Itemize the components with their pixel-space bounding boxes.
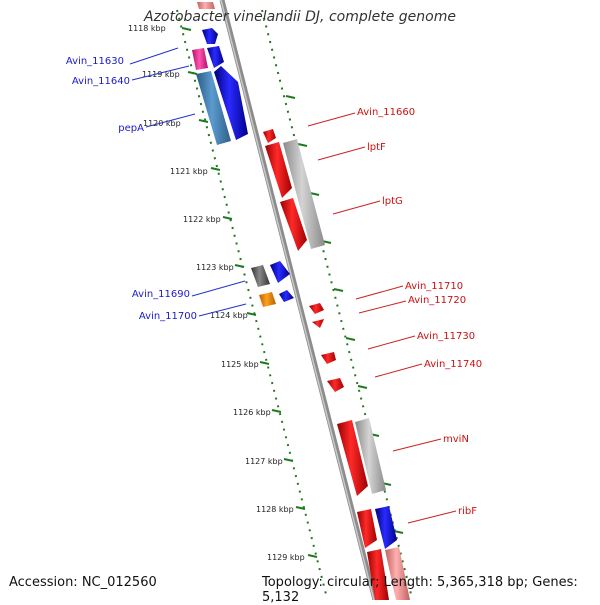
gene-feature[interactable]: [280, 198, 307, 251]
forward-gene-labels: Avin_11630 Avin_11640 pepA Avin_11690 Av…: [66, 56, 197, 322]
gene-feature[interactable]: [357, 509, 377, 548]
gene-label[interactable]: pepA: [118, 123, 144, 134]
kbp-label: 1126 kbp: [233, 408, 271, 417]
map-title: Azotobacter vinelandii DJ, complete geno…: [144, 9, 456, 25]
gene-feature[interactable]: [337, 420, 368, 496]
gene-label[interactable]: Avin_11640: [72, 76, 130, 87]
gene-feature[interactable]: [265, 142, 292, 198]
ruler-line-right: [261, 9, 413, 599]
kbp-label: 1125 kbp: [221, 360, 259, 369]
kbp-label: 1121 kbp: [170, 167, 208, 176]
gene-feature[interactable]: [279, 290, 294, 302]
reverse-gene-labels: Avin_11660 lptF lptG Avin_11710 Avin_117…: [357, 107, 482, 517]
topology-text: Topology: circular; Length: 5,365,318 bp…: [262, 575, 578, 605]
reverse-strand-genes: [263, 129, 386, 496]
accession-text: Accession: NC_012560: [9, 575, 157, 590]
gene-feature[interactable]: [202, 28, 218, 44]
gene-feature[interactable]: [192, 48, 208, 70]
gene-label[interactable]: Avin_11740: [424, 359, 482, 370]
gene-label[interactable]: ribF: [458, 506, 477, 517]
gene-feature[interactable]: [327, 378, 344, 392]
genome-backbone: [219, 0, 378, 600]
ruler-line-left: [176, 9, 328, 599]
gene-label[interactable]: lptG: [382, 196, 403, 207]
kbp-label: 1119 kbp: [142, 70, 180, 79]
gene-feature[interactable]: [385, 547, 410, 600]
gene-feature[interactable]: [214, 66, 248, 140]
gene-label[interactable]: Avin_11710: [405, 281, 463, 292]
gene-label[interactable]: Avin_11660: [357, 107, 415, 118]
kbp-label: 1118 kbp: [128, 24, 166, 33]
gene-feature[interactable]: [263, 129, 276, 143]
gene-feature[interactable]: [312, 319, 324, 328]
gene-label[interactable]: Avin_11690: [132, 289, 190, 300]
gene-feature[interactable]: [309, 303, 324, 314]
gene-feature[interactable]: [367, 549, 389, 600]
gene-label[interactable]: Avin_11730: [417, 331, 475, 342]
kbp-label: 1123 kbp: [196, 263, 234, 272]
gene-label[interactable]: Avin_11630: [66, 56, 124, 67]
gene-feature[interactable]: [259, 292, 276, 307]
kbp-label: 1122 kbp: [183, 215, 221, 224]
kbp-label: 1127 kbp: [245, 457, 283, 466]
gene-feature[interactable]: [283, 139, 325, 249]
gene-label[interactable]: mviN: [443, 434, 469, 445]
kbp-label: 1128 kbp: [256, 505, 294, 514]
gene-feature[interactable]: [321, 352, 336, 364]
gene-label[interactable]: Avin_11700: [139, 311, 197, 322]
gene-feature[interactable]: [196, 71, 231, 145]
kbp-label: 1120 kbp: [143, 119, 181, 128]
gene-label[interactable]: lptF: [367, 142, 386, 153]
kbp-label: 1129 kbp: [267, 553, 305, 562]
kbp-label: 1124 kbp: [210, 311, 248, 320]
gene-feature[interactable]: [207, 46, 224, 68]
gene-feature[interactable]: [197, 2, 215, 9]
genome-backbone-highlight: [220, 0, 375, 600]
gene-label[interactable]: Avin_11720: [408, 295, 466, 306]
gene-feature[interactable]: [355, 418, 386, 494]
gene-feature[interactable]: [375, 506, 397, 549]
gene-feature[interactable]: [270, 261, 290, 283]
label-leader-lines: [129, 47, 457, 524]
ruler-tick-labels: 1118 kbp 1119 kbp 1120 kbp 1121 kbp 1122…: [128, 24, 305, 562]
forward-strand-genes: [192, 2, 410, 600]
gene-feature[interactable]: [251, 265, 270, 287]
